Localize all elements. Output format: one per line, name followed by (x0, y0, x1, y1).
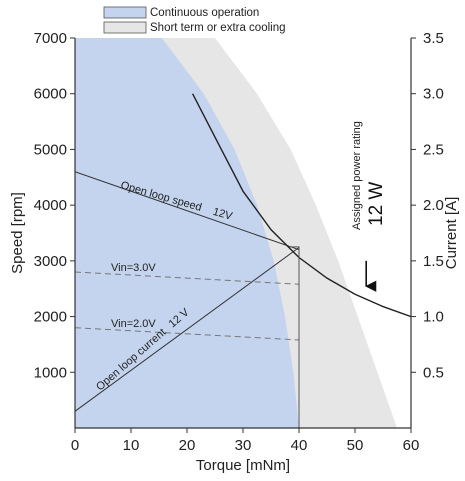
region-continuous (75, 38, 299, 428)
legend-swatch-short-term (103, 21, 147, 34)
x-tick-label: 40 (291, 437, 308, 454)
x-tick-label: 50 (347, 437, 364, 454)
y-left-tick-label: 7000 (34, 30, 67, 47)
y-right-tick-label: 3.0 (423, 86, 444, 103)
legend-label-short-term: Short term or extra cooling (150, 22, 286, 34)
label-vin-2v: Vin=2.0V (111, 318, 156, 330)
y-right-tick-label: 2.0 (423, 197, 444, 214)
label-open-loop-speed-voltage: 12V (211, 206, 234, 223)
y-left-tick-label: 4000 (34, 197, 67, 214)
x-axis-ticks: 0 10 20 30 40 50 60 (71, 428, 420, 454)
y-left-tick-label: 1000 (34, 364, 67, 381)
label-power-value: 12 W (366, 182, 387, 226)
series-open-loop-current (75, 247, 300, 412)
y-right-tick-label: 1.5 (423, 253, 444, 270)
y-left-tick-label: 2000 (34, 309, 67, 326)
x-tick-label: 60 (403, 437, 420, 454)
y-left-tick-label: 6000 (34, 86, 67, 103)
series-vin-2v (75, 327, 300, 341)
legend: Continuous operation Short term or extra… (103, 6, 286, 34)
operating-limit-line (289, 246, 300, 428)
legend-label-continuous: Continuous operation (150, 7, 259, 19)
y-left-axis-ticks: 1000 2000 3000 4000 5000 6000 7000 (34, 30, 75, 381)
x-tick-label: 10 (123, 437, 140, 454)
x-tick-label: 0 (71, 437, 79, 454)
y-right-axis-ticks: 0.5 1.0 1.5 2.0 2.5 3.0 3.5 (411, 30, 444, 381)
x-axis-title: Torque [mNm] (196, 457, 290, 474)
y-right-tick-label: 2.5 (423, 141, 444, 158)
y-right-axis-title: Current [A] (443, 197, 460, 270)
series-open-loop-speed (75, 171, 300, 251)
y-left-tick-label: 5000 (34, 141, 67, 158)
y-left-tick-label: 3000 (34, 253, 67, 270)
y-right-tick-label: 1.0 (423, 309, 444, 326)
label-vin-3v: Vin=3.0V (111, 262, 156, 274)
x-tick-label: 20 (179, 437, 196, 454)
y-right-tick-label: 3.5 (423, 30, 444, 47)
label-assigned-power-rating: Assigned power rating (351, 121, 363, 230)
y-left-axis-title: Speed [rpm] (9, 192, 26, 274)
series-vin-3v (75, 271, 300, 285)
legend-swatch-continuous (103, 6, 147, 19)
y-right-tick-label: 0.5 (423, 364, 444, 381)
x-tick-label: 30 (235, 437, 252, 454)
